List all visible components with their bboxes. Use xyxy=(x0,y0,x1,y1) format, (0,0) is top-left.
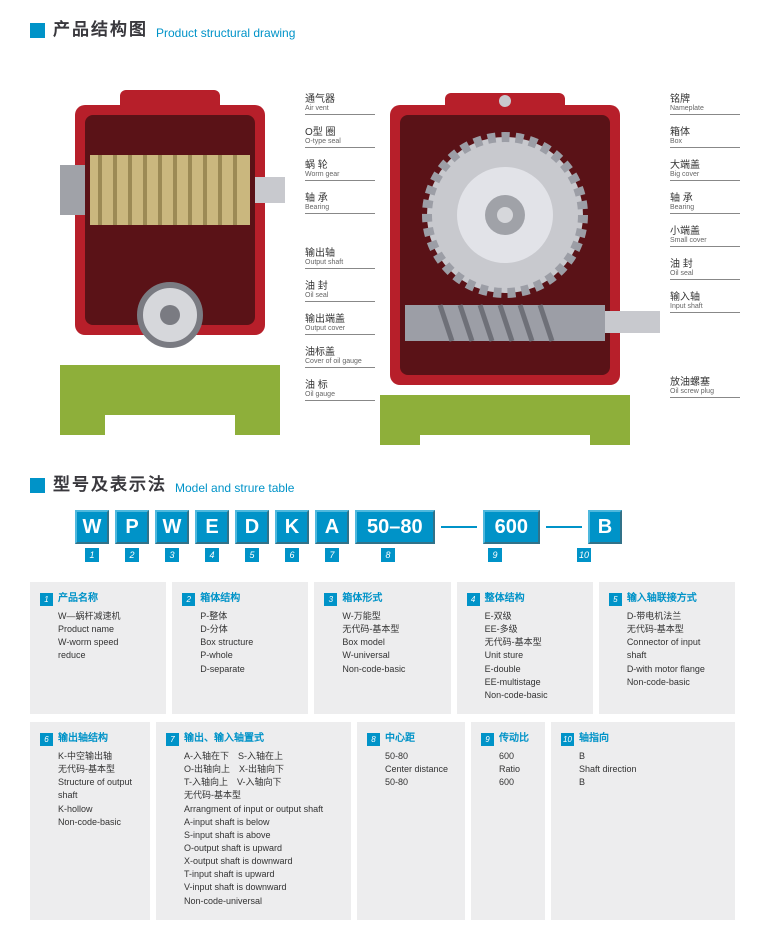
legend-card: 9传动比 600Ratio600 xyxy=(471,722,545,920)
legend-body: A-入轴在下 S-入轴在上O-出轴向上 X-出轴向下T-入轴向上 V-入轴向下无… xyxy=(184,750,341,907)
model-box: D xyxy=(235,510,269,544)
callout: 放油螺塞Oil screw plug xyxy=(670,373,740,398)
section2-title-en: Model and strure table xyxy=(175,481,294,495)
section-marker-icon xyxy=(30,478,45,493)
legend-card: 6输出轴结构 K-中空输出轴无代码-基本型Structure of output… xyxy=(30,722,150,920)
section1-title-cn: 产品结构图 xyxy=(53,15,148,40)
model-box: W xyxy=(155,510,189,544)
section-header-structural: 产品结构图 Product structural drawing xyxy=(30,15,735,40)
dash-icon xyxy=(441,526,477,528)
section1-title-en: Product structural drawing xyxy=(156,26,295,40)
idx-chip: 8 xyxy=(381,548,395,562)
callout: 大端盖Big cover xyxy=(670,156,740,181)
model-box: A xyxy=(315,510,349,544)
product-left-svg xyxy=(60,65,285,435)
legend-card: 5输入轴联接方式 D-带电机法兰无代码-基本型Connector of inpu… xyxy=(599,582,735,714)
callout: 输出轴Output shaft xyxy=(305,244,375,269)
legend-body: 50-80Center distance50-80 xyxy=(385,750,455,788)
callout: 铭牌Nameplate xyxy=(670,90,740,115)
legend-body: 600Ratio600 xyxy=(499,750,535,788)
legend-card: 7输出、输入轴置式 A-入轴在下 S-入轴在上O-出轴向上 X-出轴向下T-入轴… xyxy=(156,722,351,920)
model-box: B xyxy=(588,510,622,544)
callout: 小端盖Small cover xyxy=(670,222,740,247)
idx-chip: 3 xyxy=(165,548,179,562)
section2-title-cn: 型号及表示法 xyxy=(53,470,167,495)
dash-icon xyxy=(546,526,582,528)
callout: 轴 承Bearing xyxy=(305,189,375,214)
idx-chip: 4 xyxy=(205,548,219,562)
legend-body: BShaft directionB xyxy=(579,750,725,788)
legend-card: 2箱体结构 P-整体D-分体Box structureP-wholeD-sepa… xyxy=(172,582,308,714)
legend-body: K-中空输出轴无代码-基本型Structure of outputshaftK-… xyxy=(58,750,140,828)
legend-body: W—蜗杆减速机Product nameW-worm speedreduce xyxy=(58,610,156,662)
idx-chip: 7 xyxy=(325,548,339,562)
legend-row-1: 1产品名称 W—蜗杆减速机Product nameW-worm speedred… xyxy=(30,582,735,714)
idx-chip: 9 xyxy=(488,548,502,562)
product-right-svg xyxy=(380,65,660,445)
model-box: K xyxy=(275,510,309,544)
model-box: 50–80 xyxy=(355,510,435,544)
model-box: E xyxy=(195,510,229,544)
callout: 油 标Oil gauge xyxy=(305,376,375,401)
callout: 输入轴Input shaft xyxy=(670,288,740,313)
idx-chip: 2 xyxy=(125,548,139,562)
diagram-area: 通气器Air vent O型 圈O-type seal 蜗 轮Worm gear… xyxy=(30,55,735,445)
callout: 输出端盖Output cover xyxy=(305,310,375,335)
legend-body: D-带电机法兰无代码-基本型Connector of inputshaftD-w… xyxy=(627,610,725,688)
legend-card: 10轴指向 BShaft directionB xyxy=(551,722,735,920)
callout: 油 封Oil seal xyxy=(670,255,740,280)
callout: O型 圈O-type seal xyxy=(305,123,375,148)
callouts-mid: 通气器Air vent O型 圈O-type seal 蜗 轮Worm gear… xyxy=(305,90,375,409)
idx-chip: 6 xyxy=(285,548,299,562)
callout: 蜗 轮Worm gear xyxy=(305,156,375,181)
legend-body: W-万能型无代码-基本型Box modelW-universalNon-code… xyxy=(342,610,440,675)
model-box: 600 xyxy=(483,510,540,544)
legend-card: 1产品名称 W—蜗杆减速机Product nameW-worm speedred… xyxy=(30,582,166,714)
legend-body: P-整体D-分体Box structureP-wholeD-separate xyxy=(200,610,298,675)
idx-chip: 10 xyxy=(577,548,591,562)
callout: 通气器Air vent xyxy=(305,90,375,115)
model-box: P xyxy=(115,510,149,544)
callout: 箱体Box xyxy=(670,123,740,148)
callouts-right: 铭牌Nameplate 箱体Box 大端盖Big cover 轴 承Bearin… xyxy=(670,90,740,406)
callout: 油 封Oil seal xyxy=(305,277,375,302)
legend-card: 4整体结构 E-双级EE-多级无代码-基本型Unit stureE-double… xyxy=(457,582,593,714)
section-header-model: 型号及表示法 Model and strure table xyxy=(30,470,735,495)
legend-card: 3箱体形式 W-万能型无代码-基本型Box modelW-universalNo… xyxy=(314,582,450,714)
callout: 轴 承Bearing xyxy=(670,189,740,214)
legend-card: 8中心距 50-80Center distance50-80 xyxy=(357,722,465,920)
idx-chip: 1 xyxy=(85,548,99,562)
model-index-row: 1 2 3 4 5 6 7 8 9 10 xyxy=(75,548,735,562)
idx-chip: 5 xyxy=(245,548,259,562)
model-code-row: W P W E D K A 50–80 600 B xyxy=(75,510,735,544)
model-box: W xyxy=(75,510,109,544)
section-marker-icon xyxy=(30,23,45,38)
legend-row-2: 6输出轴结构 K-中空输出轴无代码-基本型Structure of output… xyxy=(30,722,735,920)
legend-body: E-双级EE-多级无代码-基本型Unit stureE-doubleEE-mul… xyxy=(485,610,583,701)
callout: 油标盖Cover of oil gauge xyxy=(305,343,375,368)
